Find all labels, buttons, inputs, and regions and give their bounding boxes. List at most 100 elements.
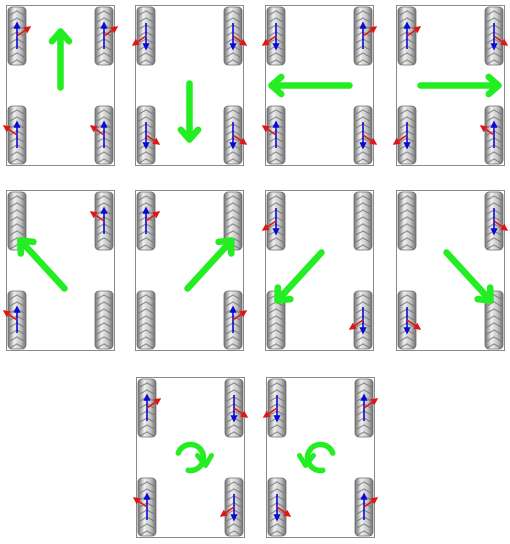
- roller-force-vector: [406, 26, 422, 37]
- roller-force-vector: [16, 26, 32, 37]
- wheel-rl: [267, 477, 292, 537]
- wheel-rr: [479, 105, 504, 165]
- panel-diagonal-forward-left: [2, 190, 115, 351]
- roller-force-vector: [232, 35, 248, 46]
- panel-diagonal-backward-left: [261, 190, 374, 351]
- wheel-fr: [484, 191, 509, 251]
- arrow-down-icon: [177, 80, 202, 143]
- panel-rotate-clockwise: [132, 377, 249, 538]
- roller-force-vector: [406, 319, 422, 330]
- wheel-rl: [136, 290, 156, 350]
- rotate-clockwise-icon: [175, 441, 214, 474]
- panel-drawing: [396, 190, 509, 351]
- wheel-rr: [223, 105, 248, 165]
- roller-force-vector: [392, 134, 408, 145]
- wheel-fr: [354, 378, 379, 438]
- roller-force-vector: [262, 407, 278, 418]
- panel-diagonal-backward-right: [396, 190, 509, 351]
- roller-force-vector: [2, 310, 18, 321]
- roller-force-vector: [233, 407, 249, 418]
- roller-force-vector: [145, 134, 161, 145]
- panel-drawing: [392, 5, 509, 166]
- roller-force-vector: [89, 125, 105, 136]
- wheel-rl: [132, 477, 157, 537]
- wheel-rr: [219, 477, 244, 537]
- wheel-rr: [354, 477, 379, 537]
- arrow-left-icon: [268, 73, 353, 98]
- roller-force-vector: [89, 211, 105, 222]
- arrow-up-right-icon: [184, 237, 235, 292]
- roller-force-vector: [363, 398, 379, 409]
- arrow-right-icon: [417, 73, 502, 98]
- wheel-fr: [484, 6, 509, 66]
- roller-force-vector: [261, 220, 277, 231]
- panel-diagonal-forward-right: [135, 190, 248, 351]
- roller-force-vector: [493, 220, 509, 231]
- panel-drawing: [261, 5, 378, 166]
- roller-force-vector: [219, 506, 235, 517]
- wheel-fl: [7, 6, 32, 66]
- roller-force-vector: [362, 26, 378, 37]
- wheel-rr: [89, 105, 114, 165]
- panel-drawing: [131, 5, 248, 166]
- arrow-up-icon: [48, 28, 73, 91]
- wheel-fr: [223, 6, 248, 66]
- panel-left: [261, 5, 378, 166]
- wheel-fl: [261, 191, 286, 251]
- wheel-fl: [136, 191, 161, 251]
- wheel-rl: [392, 105, 417, 165]
- roller-force-vector: [2, 125, 18, 136]
- roller-force-vector: [363, 497, 379, 508]
- roller-force-vector: [261, 125, 277, 136]
- panel-drawing: [132, 377, 249, 538]
- wheel-rr: [353, 105, 378, 165]
- wheel-fr: [224, 378, 249, 438]
- roller-force-vector: [131, 35, 147, 46]
- wheel-rl: [2, 290, 27, 350]
- wheel-fr: [353, 191, 373, 251]
- roller-force-vector: [103, 26, 119, 37]
- panel-right: [392, 5, 509, 166]
- wheel-fr: [94, 6, 119, 66]
- panel-drawing: [2, 5, 119, 166]
- arrow-down-right-icon: [443, 249, 494, 304]
- wheel-fr: [223, 191, 243, 251]
- rotate-counterclockwise-icon: [297, 441, 336, 474]
- roller-force-vector: [261, 35, 277, 46]
- wheel-rr: [223, 290, 248, 350]
- panel-drawing: [135, 190, 248, 351]
- panel-drawing: [261, 190, 374, 351]
- panel-drawing: [2, 190, 115, 351]
- wheel-fr: [89, 191, 114, 251]
- panel-backward: [131, 5, 248, 166]
- roller-force-vector: [232, 134, 248, 145]
- arrow-down-left-icon: [274, 249, 325, 304]
- wheel-fl: [397, 191, 417, 251]
- roller-force-vector: [232, 310, 248, 321]
- arrow-up-left-icon: [17, 237, 68, 292]
- wheel-fl: [262, 378, 287, 438]
- wheel-fl: [7, 191, 27, 251]
- roller-force-vector: [362, 134, 378, 145]
- wheel-fl: [131, 6, 156, 66]
- roller-force-vector: [132, 497, 148, 508]
- wheel-fl: [397, 6, 422, 66]
- roller-force-vector: [493, 35, 509, 46]
- panel-forward: [2, 5, 119, 166]
- roller-force-vector: [276, 506, 292, 517]
- wheel-rr: [94, 290, 114, 350]
- wheel-rr: [348, 290, 373, 350]
- wheel-rl: [136, 105, 161, 165]
- roller-force-vector: [479, 125, 495, 136]
- roller-force-vector: [145, 211, 161, 222]
- wheel-rl: [2, 105, 27, 165]
- wheel-fr: [353, 6, 378, 66]
- panel-rotate-counterclockwise: [262, 377, 379, 538]
- wheel-fl: [137, 378, 162, 438]
- wheel-rl: [261, 105, 286, 165]
- roller-force-vector: [348, 319, 364, 330]
- wheel-fl: [261, 6, 286, 66]
- wheel-rr: [484, 290, 504, 350]
- panel-drawing: [262, 377, 379, 538]
